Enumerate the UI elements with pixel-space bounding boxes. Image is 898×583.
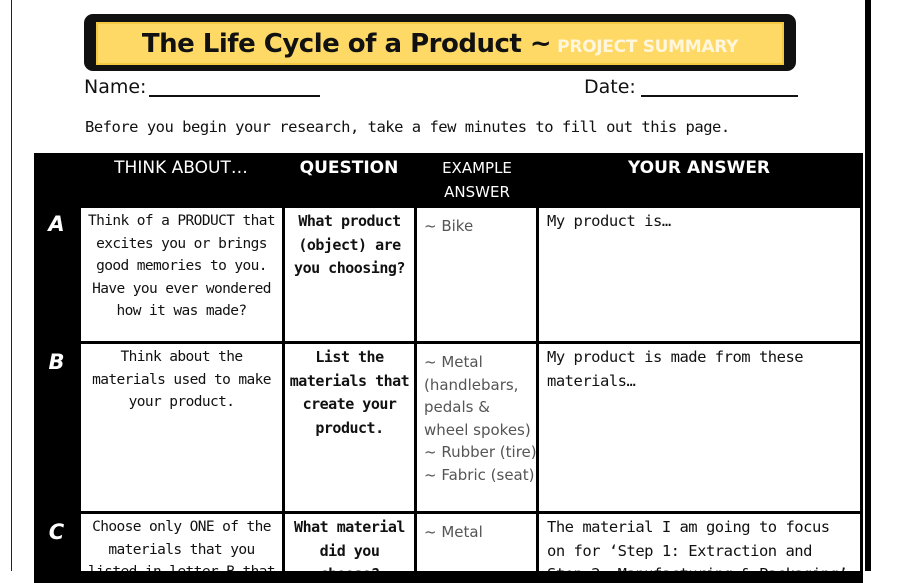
row-letter-c: C (48, 520, 65, 544)
row-a-answer[interactable]: My product is… (539, 208, 860, 341)
row-letter-a: A (48, 212, 65, 236)
row-b-example: ~ Metal (handlebars, pedals & wheel spok… (417, 344, 536, 511)
title-inner: The Life Cycle of a Product ~ PROJECT SU… (96, 22, 784, 65)
example-line: ~ Rubber (tire) (424, 443, 536, 461)
column-header-example: EXAMPLE ANSWER (442, 159, 512, 201)
column-header-think: THINK ABOUT… (114, 158, 248, 178)
row-c-answer[interactable]: The material I am going to focus on for … (539, 514, 860, 571)
row-c-example: ~ Metal (417, 514, 536, 571)
row-b-think: Think about the materials used to make y… (81, 344, 282, 511)
example-line: ~ Metal (424, 353, 483, 371)
title-banner: The Life Cycle of a Product ~ PROJECT SU… (84, 14, 796, 71)
page-subtitle: PROJECT SUMMARY (557, 36, 739, 57)
date-label: Date: (584, 76, 636, 98)
example-line: wheel spokes) (424, 420, 531, 439)
row-b-question: List the materials that create your prod… (285, 344, 414, 511)
row-letter-b: B (48, 350, 65, 374)
row-a-example: ~ Bike (417, 208, 536, 341)
example-line: ~ Bike (424, 217, 474, 235)
intro-text: Before you begin your research, take a f… (85, 118, 730, 136)
example-line: pedals & (424, 398, 490, 416)
example-line: ~ Fabric (seat) (424, 465, 535, 484)
row-c-question: What material did you choose? (285, 514, 414, 571)
name-label: Name: (84, 76, 147, 98)
page-title: The Life Cycle of a Product ~ (141, 28, 552, 59)
row-c-think: Choose only ONE of the materials that yo… (81, 514, 282, 571)
row-b-answer[interactable]: My product is made from these materials… (539, 344, 860, 511)
row-a-question: What product (object) are you choosing? (285, 208, 414, 341)
example-line: (handlebars, (424, 375, 519, 394)
name-field[interactable] (149, 95, 320, 97)
row-a-think: Think of a PRODUCT that excites you or b… (81, 208, 282, 341)
page-right-edge (865, 0, 871, 571)
date-field[interactable] (641, 95, 798, 97)
page-left-edge (11, 0, 12, 571)
column-header-question: QUESTION (299, 158, 399, 178)
example-line: ~ Metal (424, 523, 483, 541)
column-header-answer: YOUR ANSWER (627, 158, 771, 178)
